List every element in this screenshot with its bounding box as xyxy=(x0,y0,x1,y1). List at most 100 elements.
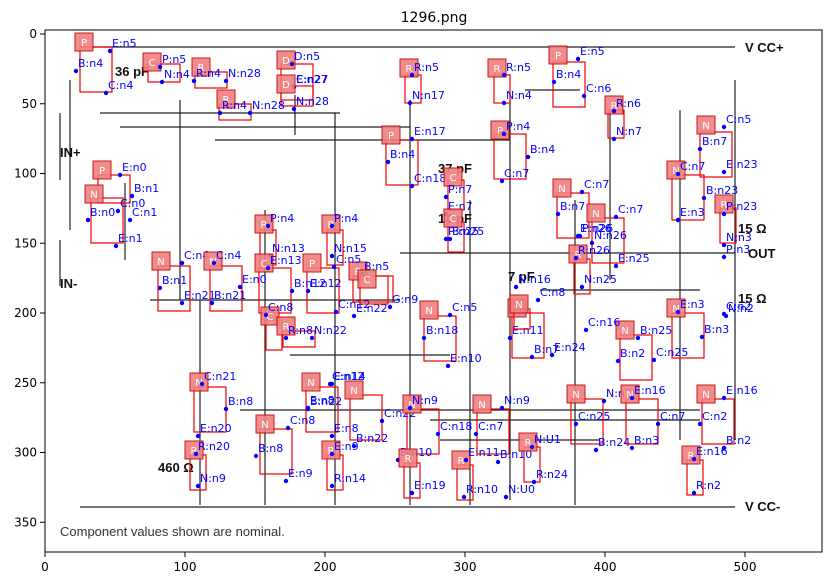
terminal-dot xyxy=(283,478,289,484)
terminal-label: B:n1 xyxy=(162,274,187,287)
y-tick-label: 50 xyxy=(22,97,37,111)
terminal-dot xyxy=(611,108,617,114)
component-type-letter: C xyxy=(364,275,371,286)
terminal-dot xyxy=(551,79,557,85)
terminal-label: P:n4 xyxy=(334,212,358,225)
terminal-label: C:n18 xyxy=(440,420,472,433)
component-bbox xyxy=(90,197,124,244)
component-type-letter: N xyxy=(90,190,97,201)
terminal-label: N:U0 xyxy=(508,483,535,496)
terminal-dot xyxy=(501,100,507,106)
component-type-letter: P xyxy=(555,51,561,62)
terminal-label: B:n3 xyxy=(634,434,659,447)
component-type-letter: C xyxy=(450,173,457,184)
terminal-dot xyxy=(331,264,337,270)
terminal-label: E:n27 xyxy=(296,73,328,86)
component-type-tag xyxy=(586,203,606,223)
terminal-dot xyxy=(691,490,697,496)
terminal-label: P:n25 xyxy=(448,225,479,238)
component-bbox xyxy=(349,394,383,441)
terminal-label: B:n25 xyxy=(640,324,672,337)
component-type-tag xyxy=(443,167,463,187)
terminal-dot xyxy=(409,490,415,496)
terminal-dot xyxy=(223,406,229,412)
terminal-dot xyxy=(721,254,727,260)
component-bbox xyxy=(280,85,314,107)
terminal-label: R:n20 xyxy=(198,440,230,453)
terminal-label: C:n8 xyxy=(268,301,293,314)
terminal-label: R:n6 xyxy=(616,97,641,110)
component-type-letter: N xyxy=(558,184,565,195)
component-type-tag xyxy=(301,372,321,392)
terminal-dot xyxy=(443,194,449,200)
terminal-dot xyxy=(157,64,163,70)
component-type-tag xyxy=(216,89,236,109)
terminal-dot xyxy=(351,443,357,449)
terminal-dot xyxy=(117,172,123,178)
x-tick-label: 0 xyxy=(41,560,49,574)
terminal-dot xyxy=(329,451,335,457)
terminal-label: E:n12 xyxy=(310,277,342,290)
component-type-letter: N xyxy=(515,300,522,311)
component-type-tag xyxy=(276,316,296,336)
terminal-dot xyxy=(217,110,223,116)
component-bbox xyxy=(209,265,243,312)
component-type-letter: R xyxy=(198,63,205,74)
figure-title: 1296.png xyxy=(401,10,468,26)
component-type-letter: N xyxy=(621,326,628,337)
terminal-dot xyxy=(191,78,197,84)
terminal-dot xyxy=(611,136,617,142)
terminal-dot xyxy=(263,312,269,318)
component-type-letter: R xyxy=(405,454,412,465)
terminal-label: G:n9 xyxy=(392,293,418,306)
terminal-label: C:n7 xyxy=(618,203,643,216)
terminal-dot xyxy=(129,193,135,199)
component-type-letter: N xyxy=(350,386,357,397)
terminal-dot xyxy=(629,445,635,451)
terminal-dot xyxy=(253,453,259,459)
port-in-plus: IN+ xyxy=(60,145,81,160)
terminal-dot xyxy=(329,381,335,387)
terminal-label: E:n19 xyxy=(414,479,446,492)
component-type-letter: C xyxy=(149,58,156,69)
terminal-dot xyxy=(195,433,201,439)
terminal-label: E:n13 xyxy=(270,254,302,267)
terminal-dot xyxy=(573,421,579,427)
terminal-dot xyxy=(329,253,335,259)
component-type-letter: N xyxy=(702,121,709,132)
terminal-label: R:n24 xyxy=(536,468,568,481)
component-type-tag xyxy=(443,208,463,228)
terminal-label: B:n21 xyxy=(214,289,246,302)
terminal-dot xyxy=(495,459,501,465)
component-bbox xyxy=(591,217,625,264)
component-bbox xyxy=(619,334,653,381)
terminal-label: E:n8 xyxy=(310,394,335,407)
terminal-dot xyxy=(285,425,291,431)
terminal-label: E:n5 xyxy=(112,37,137,50)
terminal-dot xyxy=(721,124,727,130)
terminal-dot xyxy=(535,297,541,303)
component-type-letter: P xyxy=(99,166,105,177)
component-type-tag xyxy=(142,52,162,72)
component-type-tag xyxy=(615,320,635,340)
component-bbox xyxy=(701,398,735,445)
terminal-dot xyxy=(721,211,727,217)
terminal-label: C:n4 xyxy=(108,79,133,92)
component-type-tag xyxy=(191,57,211,77)
component-type-tag xyxy=(548,45,568,65)
terminal-dot xyxy=(501,72,507,78)
terminal-label: N:n17 xyxy=(412,89,445,102)
terminal-label: B:n18 xyxy=(426,324,458,337)
res-15ohm-b-label: 15 Ω xyxy=(738,291,767,306)
terminal-dot xyxy=(691,456,697,462)
component-type-tag xyxy=(666,160,686,180)
terminal-dot xyxy=(409,72,415,78)
component-type-tag xyxy=(302,253,322,273)
terminal-label: E:n0 xyxy=(122,161,147,174)
terminal-dot xyxy=(529,354,535,360)
terminal-label: C:n2 xyxy=(726,300,751,313)
component-type-letter: C xyxy=(267,312,274,323)
terminal-label: N:n22 xyxy=(314,324,347,337)
terminal-label: E:n0 xyxy=(242,273,267,286)
component-type-tag xyxy=(620,384,640,404)
